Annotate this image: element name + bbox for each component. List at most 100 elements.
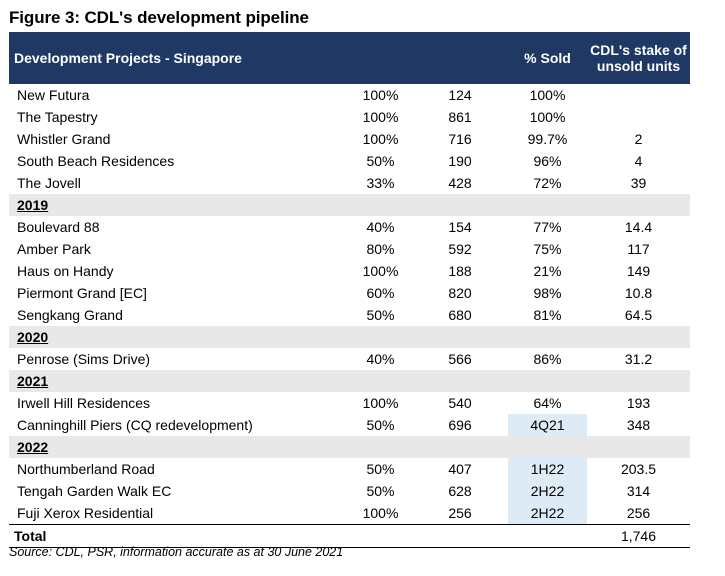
pct-sold-cell: 100% xyxy=(529,87,566,103)
project-name-cell: Piermont Grand [EC] xyxy=(17,285,147,301)
units-cell: 861 xyxy=(448,109,472,125)
pct-sold-cell: 86% xyxy=(533,351,562,367)
table-row: The Tapestry 100% 861 100% xyxy=(9,106,690,128)
stake-cell: 33% xyxy=(366,175,395,191)
units-cell: 566 xyxy=(448,351,472,367)
pct-sold-cell: 77% xyxy=(533,219,562,235)
table-row: Tengah Garden Walk EC 50% 628 2H22 314 xyxy=(9,480,690,502)
pct-sold-cell: 21% xyxy=(533,263,562,279)
table-row: New Futura 100% 124 100% xyxy=(9,84,690,106)
project-name-cell: Amber Park xyxy=(17,241,91,257)
stake-unsold-cell: 203.5 xyxy=(620,461,657,477)
units-cell: 256 xyxy=(448,505,472,521)
project-name-cell: Tengah Garden Walk EC xyxy=(17,483,172,499)
stake-cell: 50% xyxy=(366,307,395,323)
pct-sold-cell: 99.7% xyxy=(527,131,568,147)
stake-cell: 100% xyxy=(362,263,399,279)
units-cell: 696 xyxy=(448,417,472,433)
header-stake xyxy=(349,32,412,84)
units-cell: 592 xyxy=(448,241,472,257)
project-name-cell: Fuji Xerox Residential xyxy=(17,505,154,521)
stake-unsold-cell: 2 xyxy=(634,131,643,147)
pct-sold-cell: 2H22 xyxy=(508,480,587,502)
table-row: Whistler Grand 100% 716 99.7% 2 xyxy=(9,128,690,150)
project-name-cell: Penrose (Sims Drive) xyxy=(17,351,151,367)
header-project: Development Projects - Singapore xyxy=(9,32,349,84)
table-row: Penrose (Sims Drive) 40% 566 86% 31.2 xyxy=(9,348,690,370)
pct-sold-cell: 81% xyxy=(533,307,562,323)
pct-sold-cell: 72% xyxy=(533,175,562,191)
stake-unsold-cell: 39 xyxy=(630,175,647,191)
year-label: 2019 xyxy=(9,194,690,216)
stake-unsold-cell: 314 xyxy=(626,483,651,499)
units-cell: 716 xyxy=(448,131,472,147)
total-value: 1,746 xyxy=(587,524,690,548)
pct-sold-cell: 1H22 xyxy=(508,458,587,480)
stake-unsold-cell: 256 xyxy=(626,505,651,521)
project-name-cell: Northumberland Road xyxy=(17,461,155,477)
pct-sold-cell: 4Q21 xyxy=(508,414,587,436)
stake-cell: 100% xyxy=(362,395,399,411)
header-pct-sold: % Sold xyxy=(508,32,587,84)
stake-unsold-cell: 193 xyxy=(626,395,651,411)
pipeline-table: Development Projects - Singapore % Sold … xyxy=(9,32,690,548)
stake-cell: 40% xyxy=(366,351,395,367)
table-row: Canninghill Piers (CQ redevelopment) 50% 6… xyxy=(9,414,690,436)
table-row: Haus on Handy 100% 188 21% 149 xyxy=(9,260,690,282)
table-row: Sengkang Grand 50% 680 81% 64.5 xyxy=(9,304,690,326)
table-row: Amber Park 80% 592 75% 117 xyxy=(9,238,690,260)
year-row: 2022 xyxy=(9,436,690,458)
stake-cell: 100% xyxy=(362,109,399,125)
stake-unsold-cell: 10.8 xyxy=(624,285,653,301)
project-name-cell: The Tapestry xyxy=(17,109,98,125)
pct-sold-cell: 98% xyxy=(533,285,562,301)
stake-unsold-cell xyxy=(587,106,690,128)
project-name-cell: New Futura xyxy=(17,87,90,103)
project-name-cell: Sengkang Grand xyxy=(17,307,123,323)
total-empty-1 xyxy=(349,524,412,548)
stake-unsold-cell: 31.2 xyxy=(624,351,653,367)
project-name-cell: Irwell Hill Residences xyxy=(17,395,151,411)
header-units xyxy=(412,32,508,84)
units-cell: 124 xyxy=(448,87,472,103)
units-cell: 540 xyxy=(448,395,472,411)
year-row: 2021 xyxy=(9,370,690,392)
project-name-cell: Canninghill Piers (CQ redevelopment) xyxy=(17,417,253,433)
stake-unsold-cell: 4 xyxy=(634,153,643,169)
pct-sold-cell: 2H22 xyxy=(508,502,587,525)
units-cell: 188 xyxy=(448,263,472,279)
stake-unsold-cell: 117 xyxy=(627,241,650,257)
project-name-cell: South Beach Residences xyxy=(17,153,175,169)
project-name-cell: The Jovell xyxy=(17,175,81,191)
year-row: 2019 xyxy=(9,194,690,216)
table-row: The Jovell 33% 428 72% 39 xyxy=(9,172,690,194)
units-cell: 680 xyxy=(448,307,472,323)
total-empty-2 xyxy=(412,524,508,548)
pct-sold-cell: 75% xyxy=(533,241,562,257)
table-row: Piermont Grand [EC] 60% 820 98% 10.8 xyxy=(9,282,690,304)
stake-cell: 50% xyxy=(366,417,395,433)
stake-unsold-cell xyxy=(587,84,690,106)
table-row: Boulevard 88 40% 154 77% 14.4 xyxy=(9,216,690,238)
table-header-row: Development Projects - Singapore % Sold … xyxy=(9,32,690,84)
total-row: Total 1,746 xyxy=(9,524,690,548)
pct-sold-cell: 64% xyxy=(533,395,562,411)
stake-cell: 100% xyxy=(362,87,399,103)
stake-cell: 60% xyxy=(366,285,395,301)
stake-cell: 50% xyxy=(366,483,395,499)
table-row: Irwell Hill Residences 100% 540 64% 193 xyxy=(9,392,690,414)
pct-sold-cell: 96% xyxy=(533,153,562,169)
year-label: 2020 xyxy=(9,326,690,348)
stake-cell: 50% xyxy=(366,153,395,169)
stake-cell: 50% xyxy=(366,461,395,477)
units-cell: 428 xyxy=(448,175,472,191)
project-name-cell: Whistler Grand xyxy=(17,131,111,147)
project-name-cell: Boulevard 88 xyxy=(17,219,100,235)
stake-cell: 100% xyxy=(362,505,399,521)
project-name-cell: Haus on Handy xyxy=(17,263,114,279)
header-stake-unsold: CDL's stake of unsold units xyxy=(587,32,690,84)
stake-unsold-cell: 149 xyxy=(626,263,651,279)
total-label: Total xyxy=(9,524,349,548)
stake-unsold-cell: 64.5 xyxy=(624,307,653,323)
